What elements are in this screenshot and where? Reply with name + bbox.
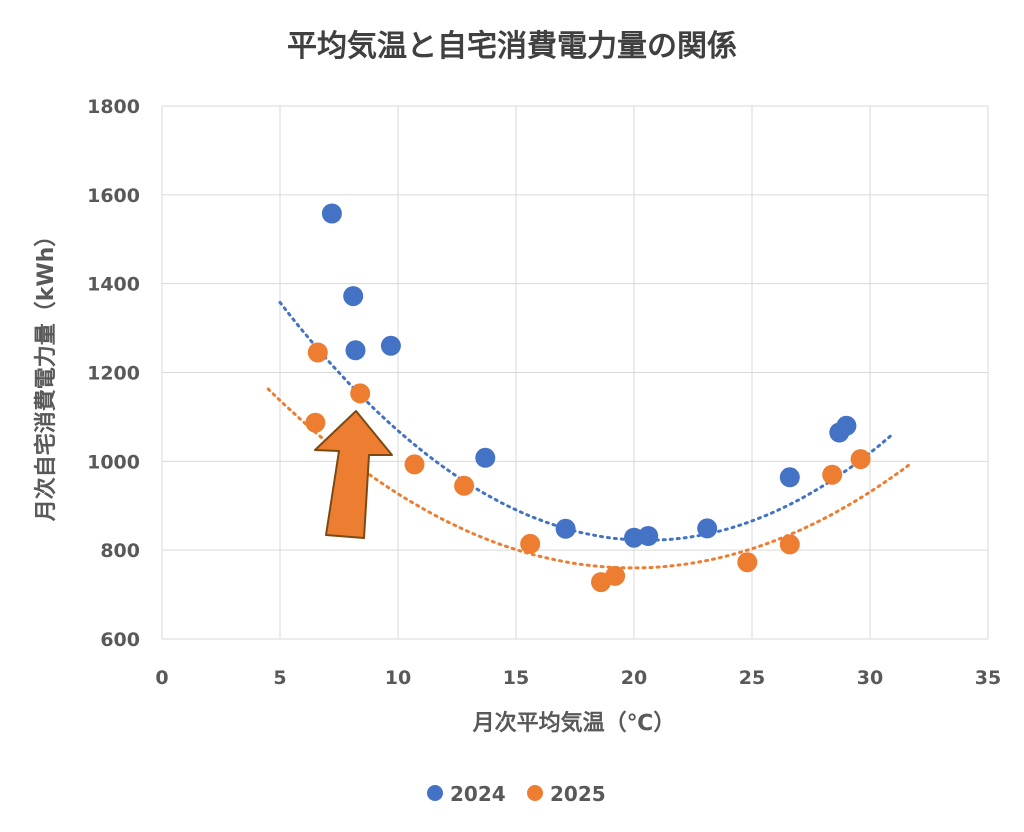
point-2025 <box>737 552 758 573</box>
point-2025 <box>779 534 800 555</box>
legend-marker-2024 <box>427 785 443 801</box>
y-tick-label: 1600 <box>87 185 140 207</box>
point-2024 <box>321 203 342 224</box>
x-tick-labels: 0 5 10 15 20 25 30 35 <box>155 667 1001 689</box>
point-2024 <box>836 415 857 436</box>
y-tick-label: 1000 <box>87 451 140 473</box>
point-2025 <box>822 464 843 485</box>
x-tick-label: 0 <box>155 667 168 689</box>
point-2024 <box>779 467 800 488</box>
x-tick-label: 35 <box>975 667 1001 689</box>
point-2024 <box>380 335 401 356</box>
y-tick-labels: 600 800 1000 1200 1400 1600 1800 <box>87 96 140 651</box>
x-tick-label: 5 <box>273 667 286 689</box>
x-tick-label: 20 <box>621 667 647 689</box>
point-2025 <box>605 565 626 586</box>
point-2025 <box>307 342 328 363</box>
chart-title: 平均気温と自宅消費電力量の関係 <box>287 29 737 64</box>
x-tick-label: 30 <box>857 667 883 689</box>
point-2025 <box>520 533 541 554</box>
point-2025 <box>404 454 425 475</box>
legend-marker-2025 <box>527 785 543 801</box>
point-2024 <box>555 518 576 539</box>
point-2024 <box>345 340 366 361</box>
legend-label-2025: 2025 <box>550 782 606 806</box>
x-axis-title: 月次平均気温（℃） <box>472 710 676 736</box>
data-points <box>305 203 871 593</box>
point-2025 <box>350 383 371 404</box>
x-tick-label: 10 <box>385 667 411 689</box>
point-2024 <box>475 447 496 468</box>
x-tick-label: 25 <box>739 667 765 689</box>
x-tick-label: 15 <box>503 667 529 689</box>
annotation-arrow <box>314 410 393 539</box>
point-2024 <box>697 518 718 539</box>
y-tick-label: 1200 <box>87 363 140 385</box>
point-2025 <box>454 475 475 496</box>
trendline-2024 <box>278 300 896 542</box>
trendline-2025 <box>266 387 912 570</box>
y-axis-title: 月次自宅消費電力量（kWh） <box>33 225 59 523</box>
point-2025 <box>305 412 326 433</box>
point-2025 <box>850 449 871 470</box>
y-tick-label: 1800 <box>87 96 140 118</box>
grid <box>161 105 989 640</box>
point-2024 <box>638 526 659 546</box>
point-2024 <box>343 286 364 307</box>
y-tick-label: 600 <box>100 629 140 651</box>
legend-label-2024: 2024 <box>450 782 506 806</box>
trendlines <box>266 300 912 570</box>
arrow-shape <box>314 410 393 539</box>
y-tick-label: 1400 <box>87 274 140 296</box>
y-tick-label: 800 <box>100 540 140 562</box>
legend: 2024 2025 <box>427 782 606 806</box>
